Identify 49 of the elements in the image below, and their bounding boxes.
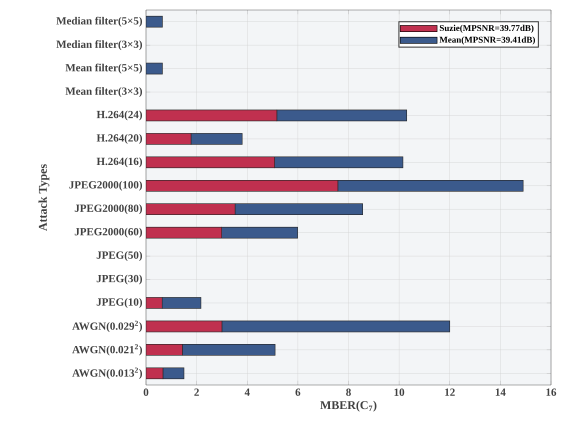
x-tick-label: 8 — [346, 388, 351, 396]
y-tick-label: H.264(16) — [96, 157, 142, 168]
x-tick-label: 2 — [194, 388, 199, 396]
y-tick-label: JPEG(10) — [96, 298, 142, 308]
legend-label: Mean(MPSNR=39.41dB) — [440, 36, 535, 45]
y-tick-label: Mean filter(5×5) — [66, 64, 142, 74]
x-tick-label: 4 — [244, 388, 250, 396]
bar — [276, 110, 408, 122]
bar — [162, 367, 184, 380]
bar — [274, 156, 404, 168]
bar — [146, 16, 163, 28]
bar — [146, 226, 222, 238]
bar — [146, 344, 183, 356]
bar — [146, 156, 275, 168]
y-tick-label: H.264(24) — [96, 110, 142, 120]
bar — [146, 367, 164, 380]
bar — [146, 320, 222, 332]
x-tick-label: 0 — [144, 388, 148, 396]
x-axis-title: MBER(C$_{7}$) — [320, 400, 376, 412]
y-tick-label: JPEG2000(100) — [69, 180, 142, 191]
bar — [222, 320, 450, 332]
bar — [146, 133, 192, 145]
x-tick-label: 6 — [296, 388, 300, 396]
bar — [182, 344, 276, 356]
bar — [221, 226, 298, 238]
y-tick-label: AWGN(0.029$^{2}$) — [72, 320, 142, 332]
bar — [234, 203, 363, 216]
y-tick-label: JPEG2000(60) — [74, 228, 142, 238]
y-tick-label: JPEG(30) — [96, 274, 142, 284]
y-tick-label: AWGN(0.013$^{2}$) — [72, 368, 142, 379]
x-tick-label: 16 — [546, 388, 556, 396]
y-tick-label: Mean filter(3×3) — [66, 87, 142, 98]
bar — [146, 180, 338, 192]
bar — [146, 62, 163, 74]
legend-label: Suzie(MPSNR=39.77dB) — [440, 24, 534, 33]
bar — [146, 203, 236, 216]
y-tick-label: Median filter(3×3) — [56, 40, 142, 50]
y-tick-label: JPEG(50) — [96, 251, 142, 262]
y-tick-label: H.264(20) — [96, 134, 142, 144]
y-tick-label: Median filter(5×5) — [56, 16, 142, 27]
bar — [146, 110, 278, 122]
y-tick-label: AWGN(0.021$^{2}$) — [72, 344, 142, 356]
bar — [190, 133, 242, 145]
bar — [338, 180, 524, 192]
x-tick-label: 14 — [496, 388, 506, 396]
x-tick-label: 12 — [445, 388, 455, 396]
y-axis-title: Attack Types — [38, 164, 50, 231]
y-tick-label: JPEG2000(80) — [74, 204, 142, 214]
x-tick-label: 10 — [394, 388, 404, 396]
